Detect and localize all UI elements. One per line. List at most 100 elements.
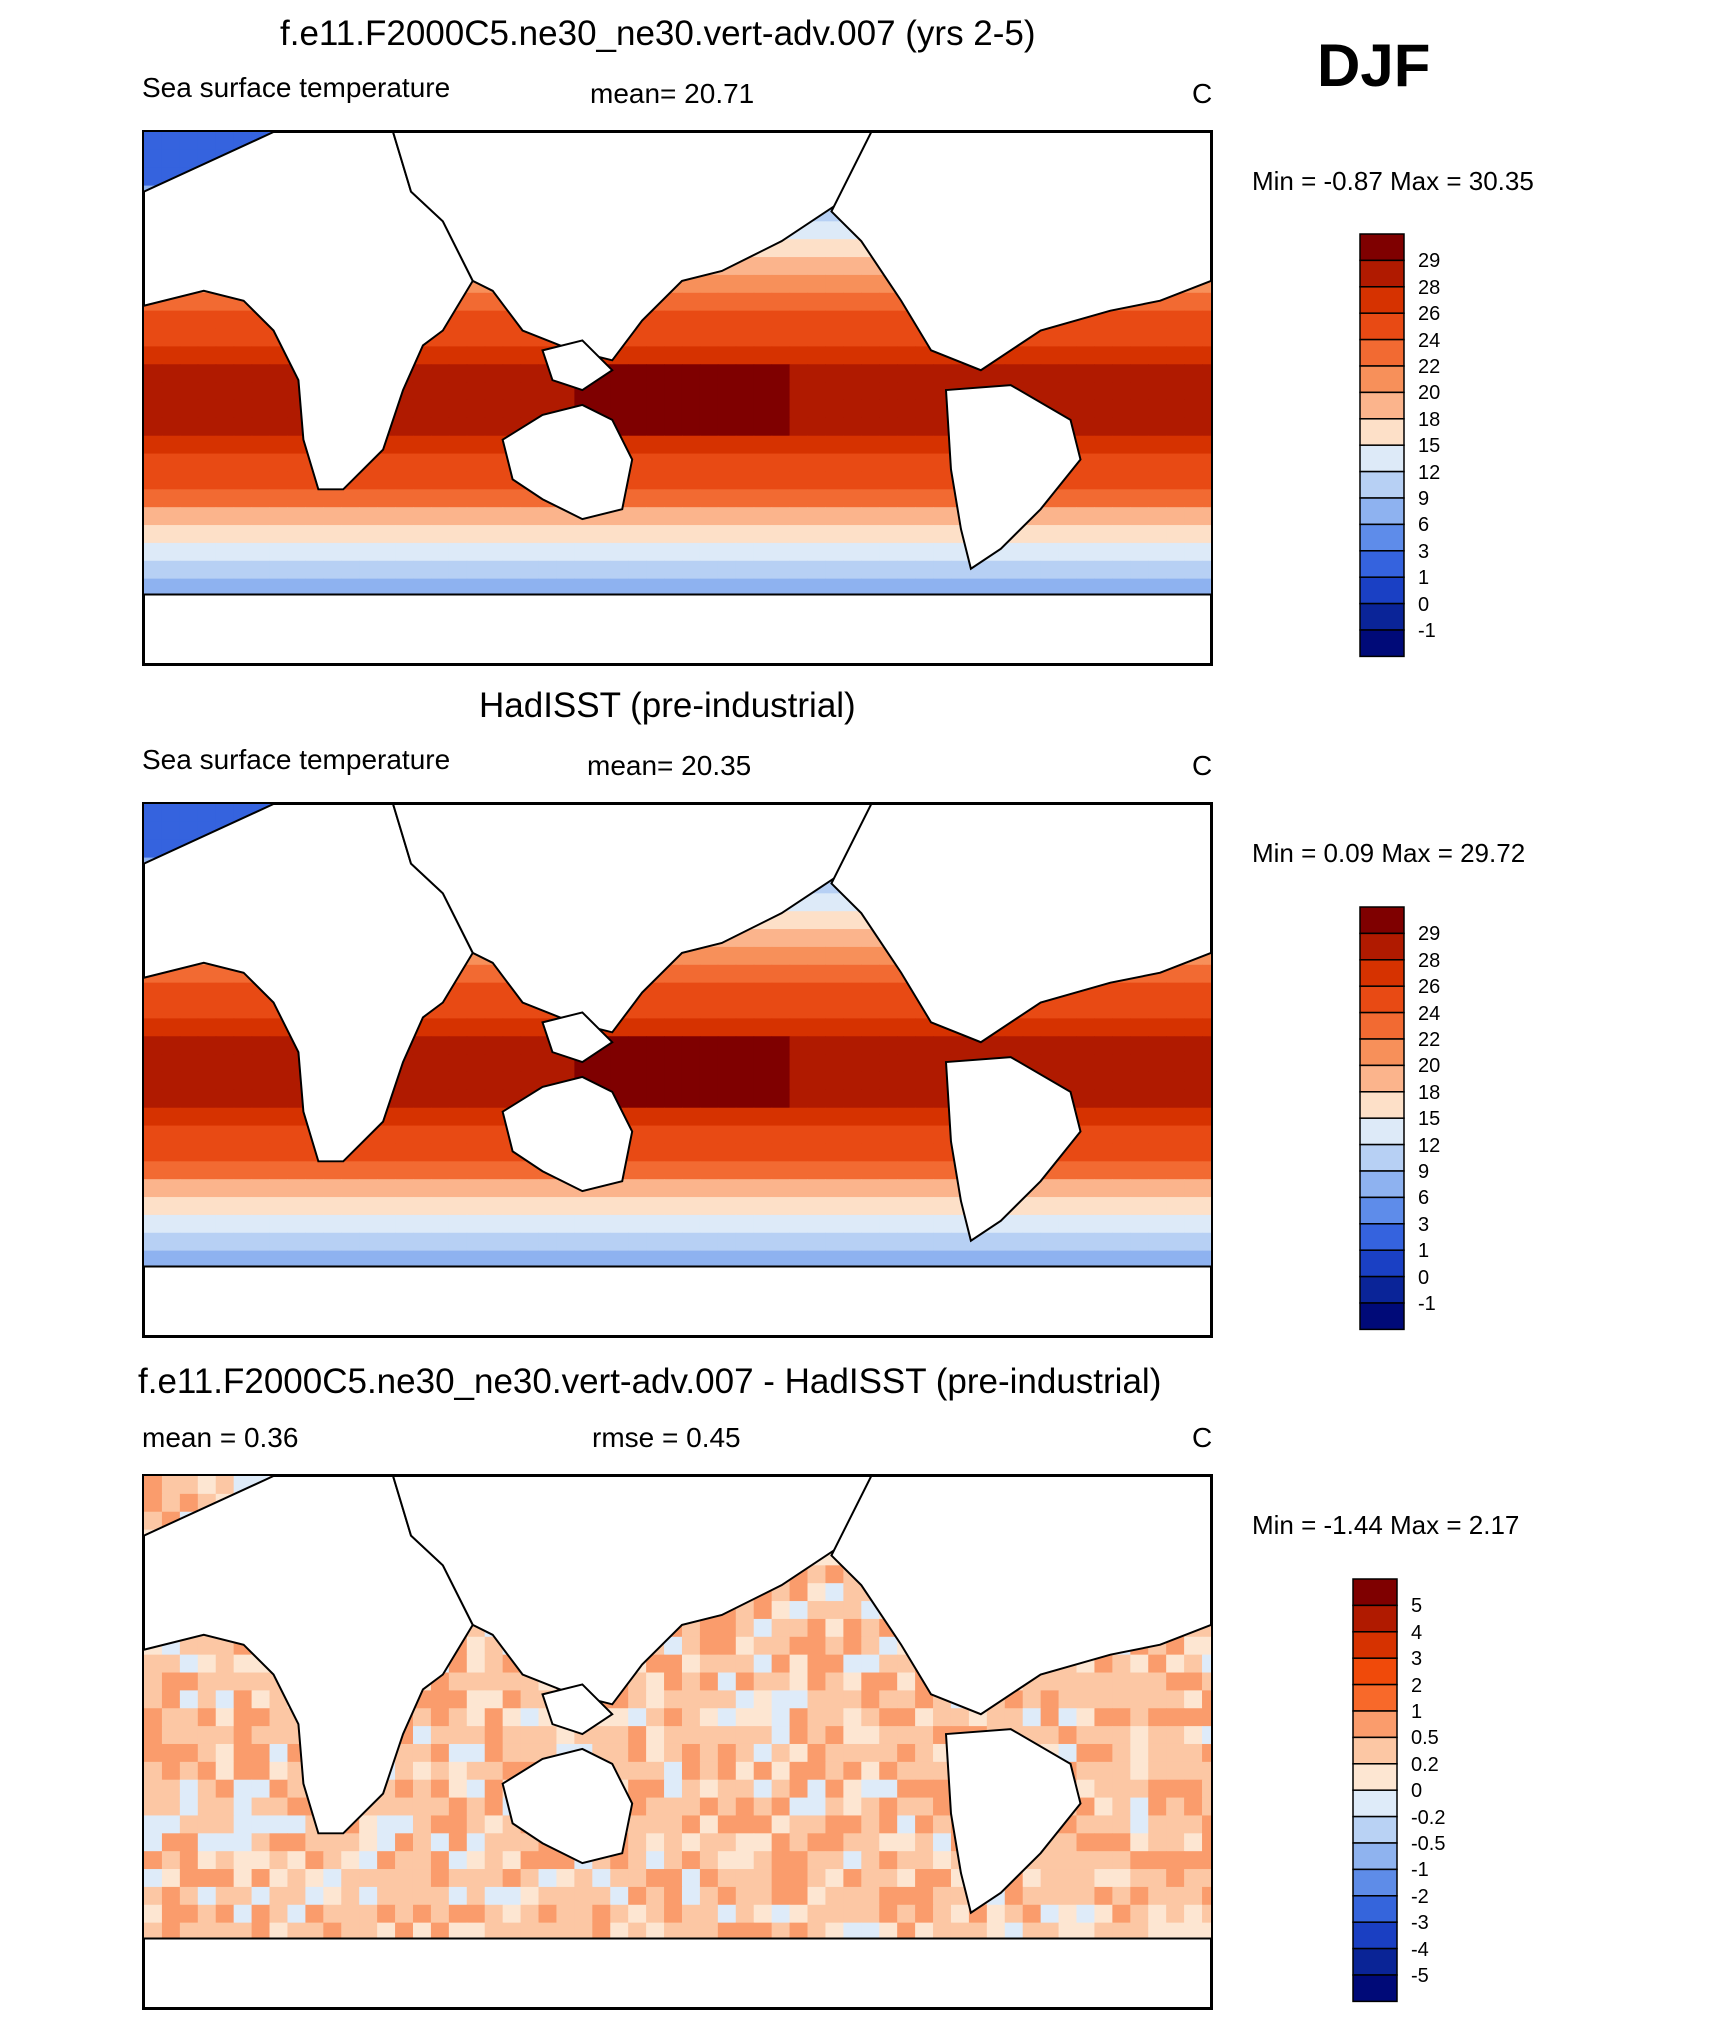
sst-grid-cell bbox=[681, 1179, 701, 1198]
sst-grid-cell bbox=[861, 453, 880, 472]
sst-grid-cell bbox=[1202, 310, 1211, 330]
sst-grid-cell bbox=[1148, 525, 1167, 544]
sst-grid-cell bbox=[179, 292, 199, 312]
sst-grid-cell bbox=[448, 1250, 468, 1270]
sst-grid-cell bbox=[1040, 1054, 1060, 1073]
sst-grid-cell bbox=[879, 1708, 898, 1727]
sst-grid-cell bbox=[861, 1197, 880, 1216]
sst-grid-cell bbox=[699, 1726, 719, 1745]
sst-grid-cell bbox=[448, 1779, 468, 1799]
sst-grid-cell bbox=[269, 453, 288, 472]
sst-grid-cell bbox=[359, 1197, 378, 1216]
sst-grid-cell bbox=[735, 1833, 755, 1852]
sst-grid-cell bbox=[646, 1018, 665, 1037]
sst-grid-cell bbox=[1130, 982, 1149, 1002]
sst-grid-cell bbox=[789, 1250, 809, 1270]
sst-grid-cell bbox=[789, 507, 809, 526]
sst-grid-cell bbox=[1058, 489, 1078, 508]
sst-grid-cell bbox=[933, 1815, 952, 1834]
sst-grid-cell bbox=[215, 1726, 235, 1745]
sst-grid-cell bbox=[269, 1143, 288, 1162]
sst-grid-cell bbox=[269, 1197, 288, 1216]
sst-grid-cell bbox=[1112, 1250, 1131, 1270]
sst-grid-cell bbox=[1166, 1179, 1185, 1198]
sst-grid-cell bbox=[233, 1833, 253, 1852]
sst-grid-cell bbox=[897, 1018, 916, 1037]
sst-grid-cell bbox=[287, 453, 306, 472]
colorbar-tick-label: 28 bbox=[1418, 276, 1441, 299]
sst-grid-cell bbox=[197, 292, 217, 312]
sst-grid-cell bbox=[430, 1197, 450, 1216]
sst-grid-cell bbox=[430, 578, 450, 598]
sst-grid-cell bbox=[646, 1708, 665, 1727]
sst-grid-cell bbox=[933, 417, 952, 437]
sst-grid-cell bbox=[215, 1036, 235, 1055]
sst-grid-cell bbox=[502, 507, 522, 526]
sst-grid-cell bbox=[1130, 1779, 1149, 1799]
sst-grid-cell bbox=[825, 525, 844, 544]
sst-grid-cell bbox=[1202, 382, 1211, 401]
sst-grid-cell bbox=[466, 453, 486, 472]
sst-grid-cell bbox=[681, 1232, 701, 1252]
sst-grid-cell bbox=[1076, 1672, 1095, 1691]
sst-grid-cell bbox=[897, 399, 916, 419]
sst-grid-cell bbox=[825, 328, 844, 347]
sst-grid-cell bbox=[251, 364, 271, 383]
sst-grid-cell bbox=[251, 435, 271, 455]
sst-grid-cell bbox=[646, 1107, 665, 1127]
sst-grid-cell bbox=[807, 489, 826, 508]
sst-grid-cell bbox=[484, 1161, 504, 1180]
sst-grid-cell bbox=[466, 1054, 486, 1073]
colorbar-swatch bbox=[1359, 523, 1405, 552]
sst-grid-cell bbox=[448, 489, 468, 508]
sst-grid-cell bbox=[771, 1779, 791, 1799]
sst-grid-cell bbox=[448, 364, 468, 383]
sst-grid-cell bbox=[950, 1232, 970, 1252]
sst-grid-cell bbox=[664, 1851, 683, 1870]
sst-grid-cell bbox=[215, 982, 235, 1002]
sst-grid-cell bbox=[664, 1833, 683, 1852]
sst-grid-cell bbox=[502, 1232, 522, 1252]
sst-grid-cell bbox=[412, 1107, 432, 1127]
sst-grid-cell bbox=[1202, 1815, 1211, 1834]
sst-grid-cell bbox=[161, 1833, 181, 1852]
sst-grid-cell bbox=[879, 560, 898, 580]
sst-grid-cell bbox=[1004, 542, 1024, 562]
continent-outline bbox=[501, 1075, 634, 1193]
sst-grid-cell bbox=[502, 328, 522, 347]
sst-grid-cell bbox=[735, 1690, 755, 1709]
sst-grid-cell bbox=[1166, 399, 1185, 419]
sst-grid-cell bbox=[897, 1143, 916, 1162]
sst-grid-cell bbox=[179, 1636, 199, 1656]
sst-grid-cell bbox=[1202, 1107, 1211, 1127]
sst-grid-cell bbox=[395, 417, 414, 437]
sst-grid-cell bbox=[897, 1833, 916, 1852]
sst-grid-cell bbox=[646, 399, 665, 419]
sst-grid-cell bbox=[520, 1250, 540, 1270]
sst-grid-cell bbox=[179, 1036, 199, 1055]
sst-grid-cell bbox=[1130, 310, 1149, 330]
sst-grid-cell bbox=[610, 1232, 629, 1252]
sst-grid-cell bbox=[807, 435, 826, 455]
sst-grid-cell bbox=[1094, 1690, 1113, 1709]
continent-outline bbox=[944, 384, 1082, 571]
sst-grid-cell bbox=[412, 1833, 432, 1852]
sst-grid-cell bbox=[1112, 1107, 1131, 1127]
sst-grid-cell bbox=[699, 1672, 719, 1691]
sst-grid-cell bbox=[717, 1815, 737, 1834]
colorbar-tick-label: 1 bbox=[1418, 1240, 1430, 1263]
sst-grid-cell bbox=[897, 453, 916, 472]
sst-grid-cell bbox=[861, 578, 880, 598]
sst-grid-cell bbox=[269, 489, 288, 508]
sst-grid-cell bbox=[1094, 1089, 1113, 1109]
sst-grid-cell bbox=[377, 1179, 396, 1198]
sst-grid-cell bbox=[646, 1232, 665, 1252]
sst-grid-cell bbox=[448, 1654, 468, 1674]
sst-grid-cell bbox=[179, 471, 199, 490]
sst-grid-cell bbox=[215, 1833, 235, 1852]
sst-grid-cell bbox=[771, 257, 791, 276]
sst-grid-cell bbox=[610, 1214, 629, 1234]
sst-grid-cell bbox=[897, 1815, 916, 1834]
sst-grid-cell bbox=[466, 1089, 486, 1109]
sst-grid-cell bbox=[466, 1761, 486, 1781]
